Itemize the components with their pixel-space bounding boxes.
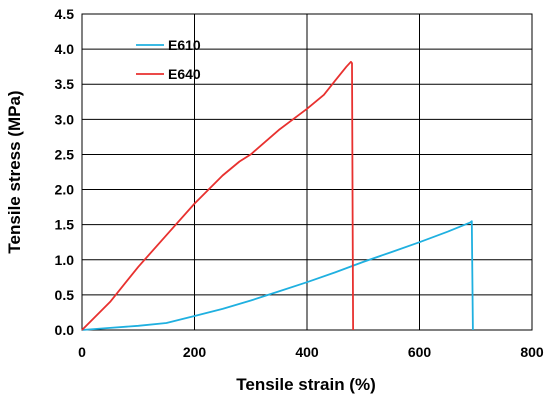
y-tick-label: 0.5 <box>55 287 75 303</box>
y-tick-label: 2.0 <box>55 182 75 198</box>
y-tick-label: 1.0 <box>55 252 75 268</box>
series-line-e640 <box>81 60 354 331</box>
series-line-e610 <box>81 220 474 331</box>
y-tick-labels: 0.0 0.5 1.0 1.5 2.0 2.5 3.0 3.5 4.0 4.5 <box>55 6 75 338</box>
x-tick-label: 800 <box>520 344 544 360</box>
x-tick-label: 600 <box>408 344 432 360</box>
y-tick-label: 3.0 <box>55 111 75 127</box>
grid <box>82 14 532 330</box>
legend-label-e610: E610 <box>168 37 201 53</box>
y-tick-label: 4.0 <box>55 41 75 57</box>
plot-area-border <box>81 13 533 331</box>
y-tick-label: 4.5 <box>55 6 75 22</box>
x-tick-label: 200 <box>183 344 207 360</box>
y-axis-title: Tensile stress (MPa) <box>5 90 24 253</box>
x-tick-labels: 0 200 400 600 800 <box>78 344 544 360</box>
y-tick-label: 1.5 <box>55 217 75 233</box>
x-tick-label: 0 <box>78 344 86 360</box>
legend-label-e640: E640 <box>168 66 201 82</box>
x-axis-title: Tensile strain (%) <box>236 375 376 394</box>
series-layer <box>81 60 474 331</box>
y-tick-label: 0.0 <box>55 322 75 338</box>
y-tick-label: 3.5 <box>55 76 75 92</box>
legend: E610 E640 <box>136 37 201 82</box>
x-tick-label: 400 <box>295 344 319 360</box>
y-tick-label: 2.5 <box>55 146 75 162</box>
